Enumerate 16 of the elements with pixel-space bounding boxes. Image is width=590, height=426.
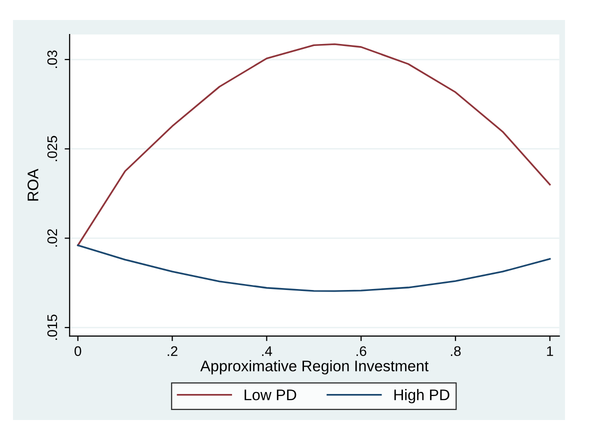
line-series	[77, 43, 551, 246]
y-tick-label: .02	[47, 229, 58, 247]
line-series	[77, 244, 551, 292]
x-tick-label: .6	[356, 346, 366, 356]
x-tick-label: .4	[262, 346, 272, 356]
y-axis-title: ROA	[28, 168, 38, 201]
x-tick-label: .2	[168, 346, 178, 356]
y-tick-label: .025	[47, 136, 58, 162]
x-tick-label: .8	[450, 346, 461, 356]
y-tick-label: .03	[47, 50, 58, 68]
legend-label: High PD	[394, 389, 450, 404]
x-axis-title: Approximative Region Investment	[200, 360, 429, 374]
y-tick-label: .015	[47, 314, 58, 340]
x-tick-label: 0	[74, 346, 82, 356]
x-tick-label: 1	[547, 346, 554, 356]
legend-label: Low PD	[244, 390, 296, 400]
